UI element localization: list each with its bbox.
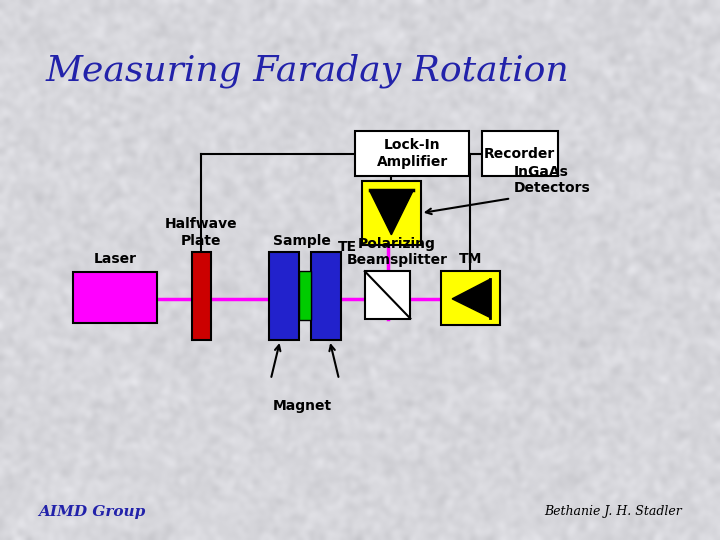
Text: Sample: Sample: [273, 234, 331, 248]
Bar: [355, 131, 469, 176]
Text: Polarizing
Beamsplitter: Polarizing Beamsplitter: [346, 237, 448, 267]
Text: Lock-In
Amplifier: Lock-In Amplifier: [377, 138, 448, 168]
Bar: [300, 271, 310, 321]
Text: Halfwave
Plate: Halfwave Plate: [165, 218, 238, 248]
Bar: [269, 252, 300, 340]
Text: Measuring Faraday Rotation: Measuring Faraday Rotation: [45, 54, 569, 89]
Bar: [365, 271, 410, 319]
Bar: [362, 180, 420, 245]
Polygon shape: [452, 279, 490, 318]
Text: Magnet: Magnet: [272, 399, 332, 413]
Text: InGaAs
Detectors: InGaAs Detectors: [514, 165, 590, 195]
Bar: [310, 252, 341, 340]
Text: TM: TM: [459, 252, 482, 266]
Bar: [441, 271, 500, 326]
Text: Laser: Laser: [94, 252, 136, 266]
Polygon shape: [369, 191, 413, 235]
Bar: [192, 252, 211, 340]
Text: Recorder: Recorder: [484, 146, 555, 160]
Text: AIMD Group: AIMD Group: [39, 505, 145, 518]
Bar: [73, 272, 157, 323]
Bar: [482, 131, 557, 176]
Text: TE: TE: [338, 240, 357, 254]
Text: Bethanie J. H. Stadler: Bethanie J. H. Stadler: [544, 505, 681, 518]
